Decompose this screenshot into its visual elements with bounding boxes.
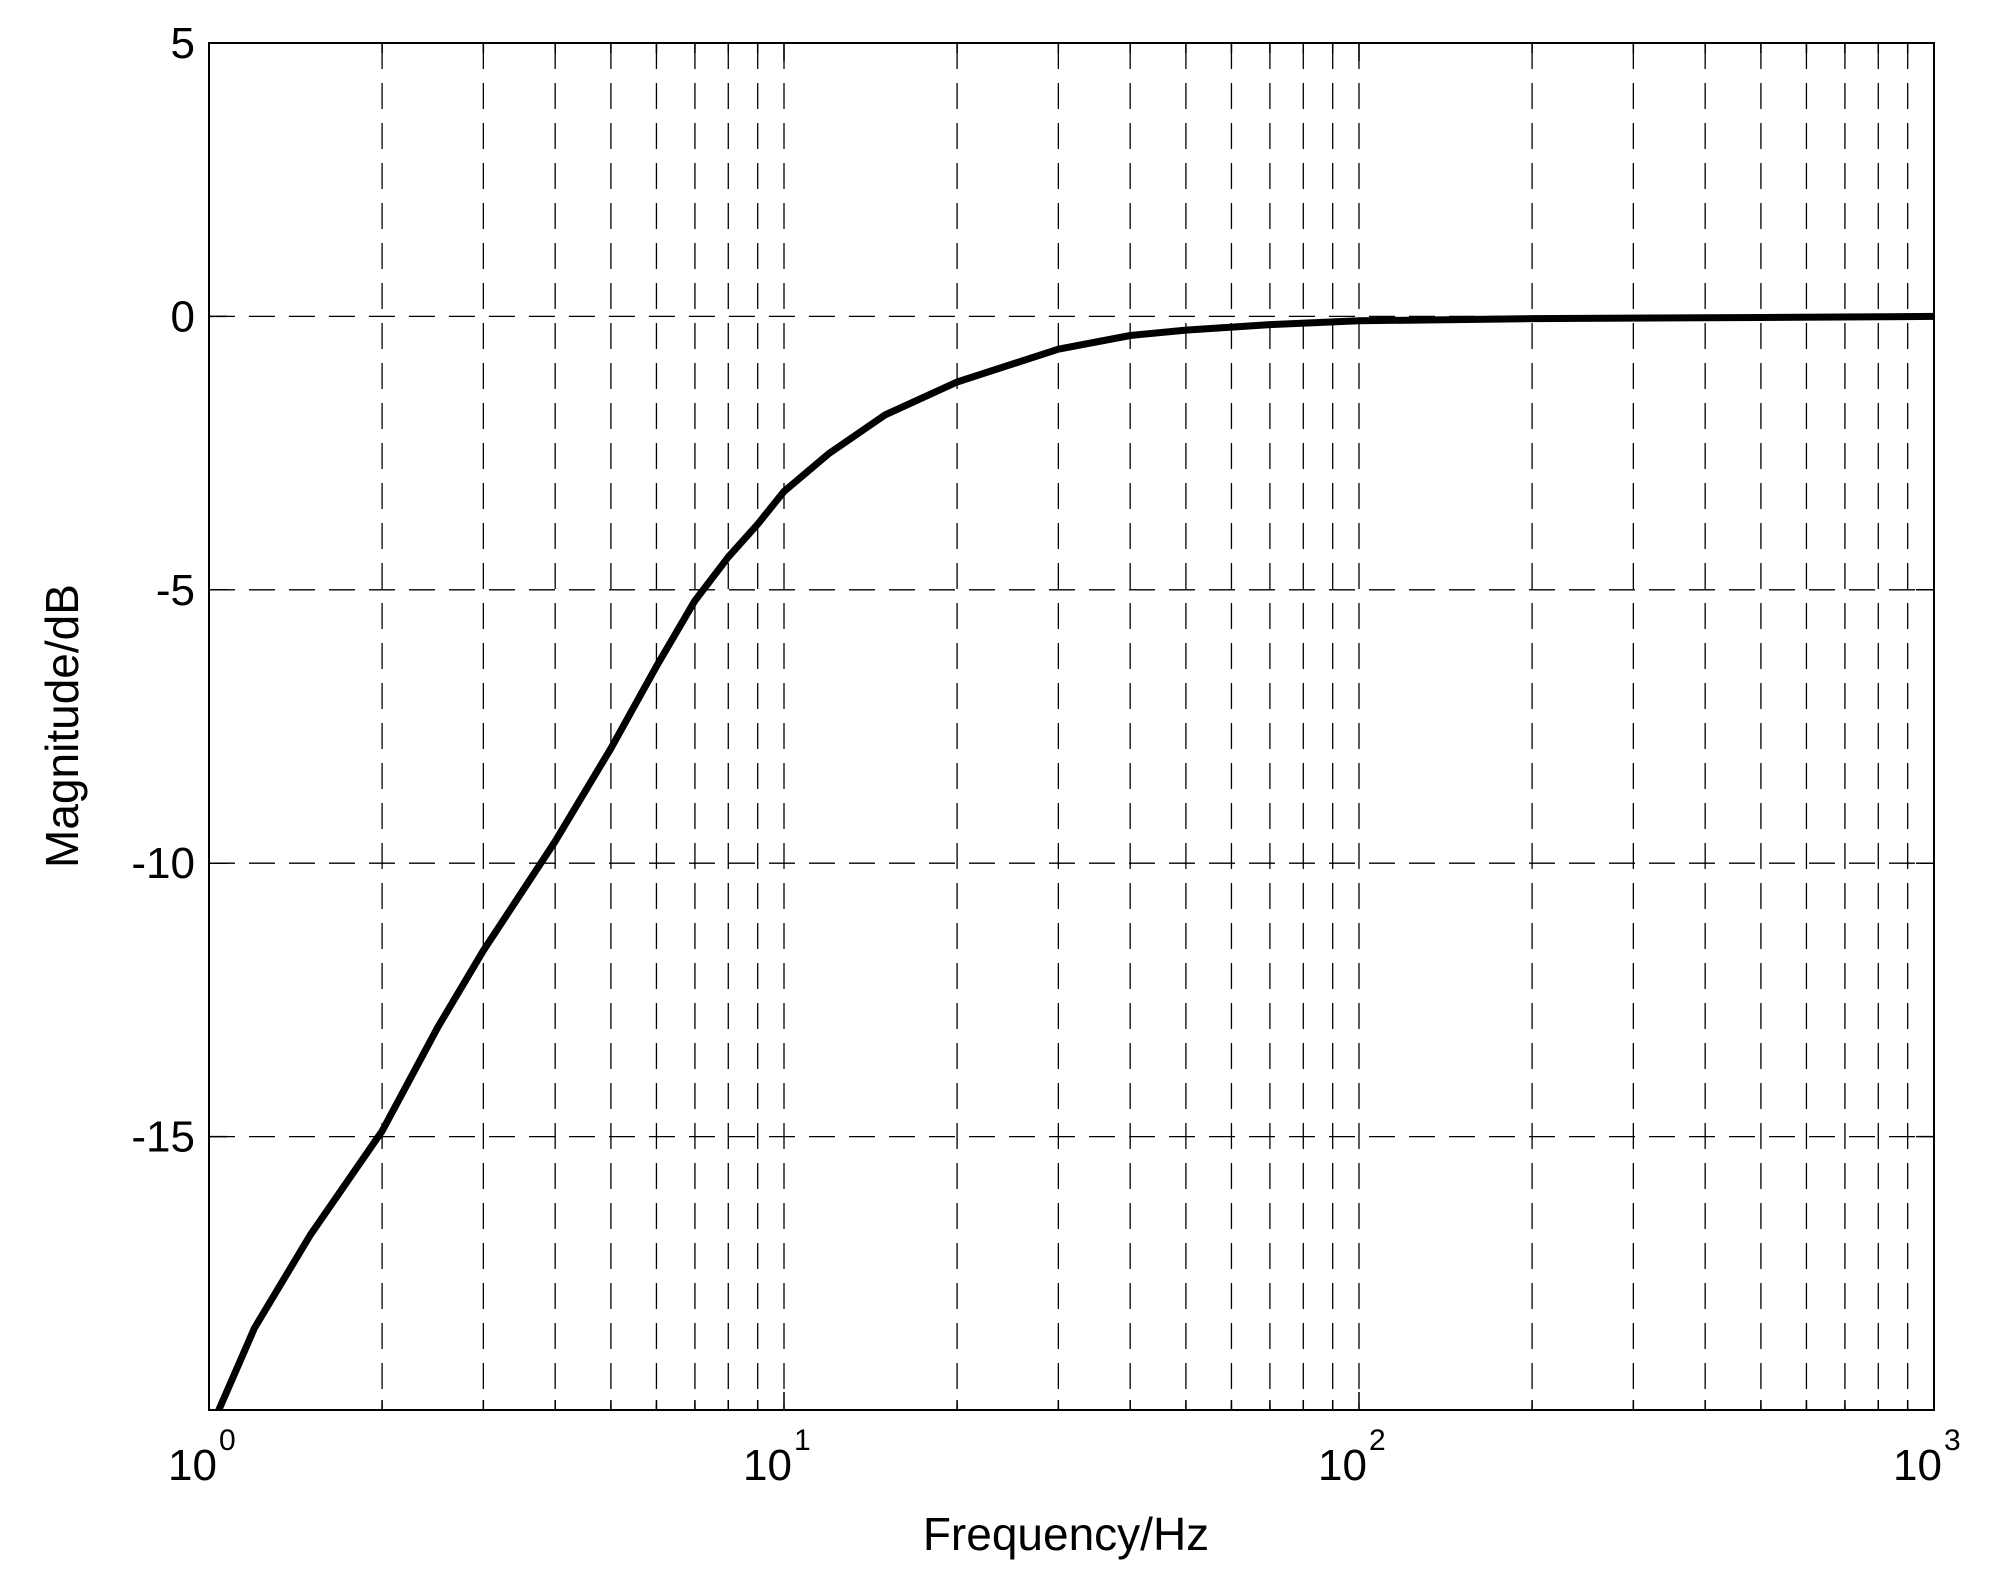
series-layer <box>215 312 1934 1410</box>
plot-frame <box>208 42 1935 1411</box>
x-tick-label-exponent: 0 <box>219 1424 236 1457</box>
y-tick-label: 0 <box>171 292 195 341</box>
x-axis-label: Frequency/Hz <box>923 1508 1209 1560</box>
y-tick-label: 5 <box>171 19 195 68</box>
x-tick-label-base: 10 <box>1893 1441 1942 1490</box>
ticks <box>209 42 1934 1410</box>
y-tick-labels: 5 0 -5 -10 -15 <box>131 19 195 1162</box>
x-tick-label-base: 10 <box>743 1441 792 1490</box>
y-axis-label: Magnitude/dB <box>36 584 88 868</box>
y-tick-label: -10 <box>131 839 195 888</box>
x-tick-label-exponent: 1 <box>794 1424 811 1457</box>
x-tick-label: 102 <box>1318 1424 1386 1490</box>
plot-background <box>209 43 1934 1410</box>
series-line <box>215 312 1934 1410</box>
x-tick-label-base: 10 <box>1318 1441 1367 1490</box>
y-tick-label: -5 <box>156 566 195 615</box>
x-tick-label: 103 <box>1893 1424 1961 1490</box>
grid <box>209 43 1934 1410</box>
y-tick-label: -15 <box>131 1113 195 1162</box>
x-tick-label-base: 10 <box>168 1441 217 1490</box>
x-tick-label-exponent: 2 <box>1369 1424 1386 1457</box>
x-tick-label: 100 <box>168 1424 236 1490</box>
x-tick-label: 101 <box>743 1424 811 1490</box>
x-tick-label-exponent: 3 <box>1944 1424 1961 1457</box>
